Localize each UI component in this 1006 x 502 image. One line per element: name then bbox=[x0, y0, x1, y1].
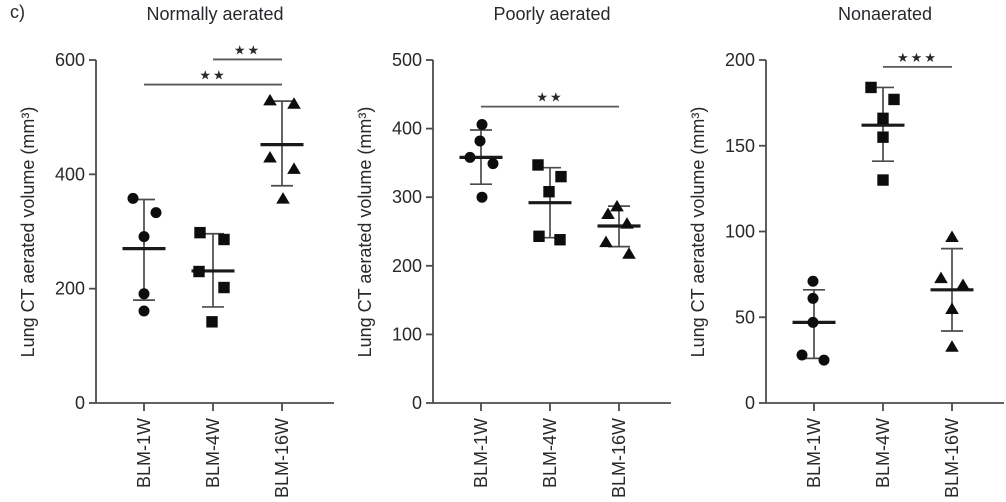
data-point-triangle bbox=[599, 235, 613, 248]
y-tick-label: 300 bbox=[392, 187, 422, 207]
data-point-square bbox=[194, 226, 206, 239]
y-axis-label: Lung CT aerated volume (mm³) bbox=[688, 107, 708, 358]
y-tick-label: 0 bbox=[75, 393, 85, 413]
data-point-circle bbox=[138, 231, 150, 243]
y-tick-label: 400 bbox=[392, 119, 422, 139]
data-point-triangle bbox=[601, 207, 615, 219]
y-tick-label: 0 bbox=[745, 393, 755, 413]
data-point-square bbox=[554, 234, 566, 246]
y-tick-label: 50 bbox=[735, 307, 755, 327]
x-tick-label: BLM-1W bbox=[134, 418, 154, 488]
x-tick-label: BLM-1W bbox=[471, 418, 491, 488]
data-point-triangle bbox=[956, 278, 970, 290]
data-point-square bbox=[877, 112, 889, 125]
y-tick-label: 200 bbox=[392, 256, 422, 276]
data-point-triangle bbox=[287, 97, 301, 109]
y-tick-label: 500 bbox=[392, 50, 422, 70]
data-point-square bbox=[206, 316, 218, 328]
panel-title-nonaerated: Nonaerated bbox=[837, 4, 933, 24]
x-tick-label: BLM-16W bbox=[272, 418, 292, 498]
x-tick-label: BLM-1W bbox=[804, 418, 824, 488]
data-point-circle bbox=[474, 135, 486, 147]
significance-stars: ★★ bbox=[234, 42, 261, 57]
data-point-circle bbox=[807, 292, 819, 304]
data-point-triangle bbox=[945, 230, 959, 242]
data-point-square bbox=[888, 93, 900, 106]
x-tick-label: BLM-16W bbox=[609, 418, 629, 498]
data-point-circle bbox=[818, 354, 830, 366]
panel-normally-aerated: Normally aerated 0 200 400 600 BLM-1W BLM-4W B… bbox=[0, 0, 336, 502]
panel-nonaerated: Nonaerated 0 50 100 150 200 BLM-1W BLM-4W BLM-1… bbox=[670, 0, 1006, 502]
significance-stars: ★★ bbox=[199, 68, 226, 83]
y-tick-label: 400 bbox=[55, 164, 85, 184]
y-axis-label: Lung CT aerated volume (mm³) bbox=[355, 107, 375, 358]
data-point-triangle bbox=[945, 302, 959, 314]
y-tick-label: 600 bbox=[55, 50, 85, 70]
panel-title-normally-aerated: Normally aerated bbox=[146, 4, 284, 24]
data-point-triangle bbox=[276, 192, 290, 204]
significance-stars: ★★★ bbox=[897, 50, 938, 65]
panel-poorly-aerated: Poorly aerated 0 100 200 300 400 500 BLM-1W BLM… bbox=[337, 0, 673, 502]
data-point-square bbox=[193, 265, 205, 278]
x-tick-label: BLM-4W bbox=[203, 418, 223, 488]
data-point-triangle bbox=[622, 247, 636, 259]
data-point-square bbox=[533, 230, 545, 243]
data-point-circle bbox=[487, 158, 499, 170]
y-tick-label: 200 bbox=[55, 279, 85, 299]
data-point-circle bbox=[150, 207, 162, 219]
y-axis-label: Lung CT aerated volume (mm³) bbox=[18, 107, 38, 358]
data-point-square bbox=[218, 233, 230, 246]
x-tick-label: BLM-4W bbox=[873, 418, 893, 488]
data-point-circle bbox=[138, 305, 150, 317]
data-point-triangle bbox=[610, 199, 624, 212]
y-tick-label: 150 bbox=[725, 136, 755, 156]
y-tick-label: 0 bbox=[412, 393, 422, 413]
data-point-circle bbox=[807, 275, 819, 287]
data-point-triangle bbox=[620, 217, 634, 229]
data-point-square bbox=[218, 281, 230, 294]
data-point-circle bbox=[138, 288, 150, 300]
significance-stars: ★★ bbox=[536, 90, 563, 105]
x-tick-label: BLM-16W bbox=[942, 418, 962, 498]
data-point-circle bbox=[807, 316, 819, 328]
figure-label: c) bbox=[10, 2, 25, 22]
y-tick-label: 200 bbox=[725, 50, 755, 70]
scatter-plot-normally-aerated: 0 200 400 600 BLM-1W BLM-4W BLM-16W Lung CT aer… bbox=[18, 42, 334, 498]
data-point-square bbox=[543, 186, 555, 198]
data-point-square bbox=[877, 131, 889, 143]
data-point-circle bbox=[796, 349, 808, 361]
data-point-square bbox=[877, 174, 889, 186]
scatter-plot-poorly-aerated: 0 100 200 300 400 500 BLM-1W BLM-4W BLM-16W Lung … bbox=[355, 50, 671, 498]
data-point-triangle bbox=[287, 162, 301, 174]
data-point-square bbox=[555, 170, 567, 183]
data-point-circle bbox=[476, 191, 488, 203]
data-point-square bbox=[532, 159, 544, 171]
y-tick-label: 100 bbox=[392, 324, 422, 344]
data-point-circle bbox=[464, 151, 476, 163]
data-point-triangle bbox=[934, 271, 948, 284]
data-point-circle bbox=[127, 192, 139, 204]
panel-title-poorly-aerated: Poorly aerated bbox=[493, 4, 611, 24]
y-tick-label: 100 bbox=[725, 222, 755, 242]
data-point-triangle bbox=[263, 93, 277, 106]
x-tick-label: BLM-4W bbox=[540, 418, 560, 488]
data-point-triangle bbox=[263, 150, 277, 163]
data-point-triangle bbox=[945, 340, 959, 352]
data-point-circle bbox=[476, 118, 488, 130]
data-point-square bbox=[865, 81, 877, 94]
scatter-plot-nonaerated: 0 50 100 150 200 BLM-1W BLM-4W BLM-16W Lung CT a… bbox=[688, 50, 1004, 498]
